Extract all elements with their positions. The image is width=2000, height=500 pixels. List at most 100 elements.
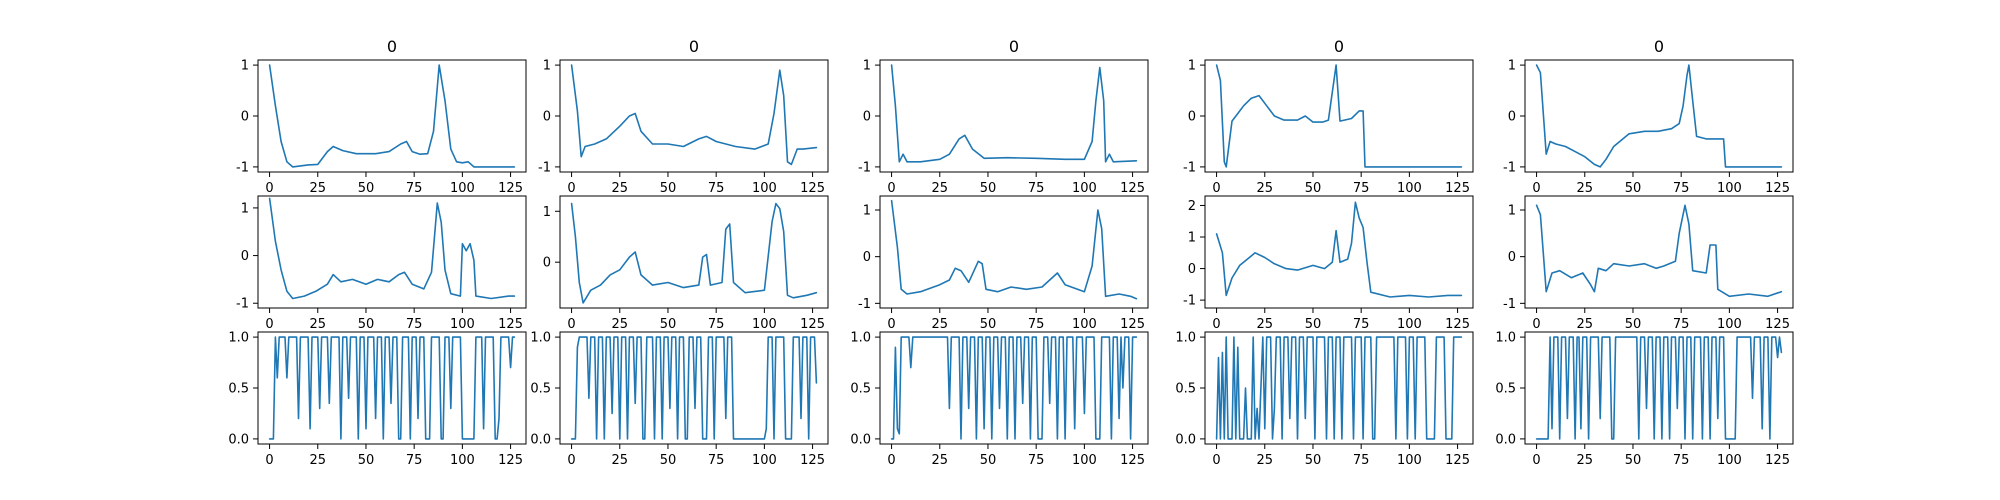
x-tick-label: 100 [1397,317,1422,332]
x-tick-label: 125 [1765,181,1790,196]
y-tick-label: 1 [1508,59,1516,74]
y-tick-label: 1 [1188,59,1196,74]
x-tick-label: 0 [1532,453,1540,468]
axes-frame [1524,195,1794,309]
y-tick-label: 0 [543,110,551,125]
x-tick-label: 50 [1305,181,1322,196]
x-tick-label: 125 [1445,317,1470,332]
x-tick-label: 50 [980,453,997,468]
subplot-r0-c4: 0 25 50 75 100 125 -1 0 1 0 [1503,37,1794,196]
x-tick-label: 0 [1212,317,1220,332]
axes-frame [879,195,1149,309]
y-tick-label: 1 [863,204,871,219]
y-tick-label: 0.5 [228,382,249,397]
x-tick-label: 75 [1353,317,1370,332]
y-tick-label: 0 [1508,250,1516,265]
subplot-r1-c4: 0 25 50 75 100 125 -1 0 1 [1503,195,1794,332]
axes-frame [257,59,527,173]
axes-frame [257,195,527,309]
subplot-r2-c3: 0 25 50 75 100 125 0.0 0.5 1.0 [1175,331,1474,468]
series-line [1535,64,1783,168]
x-tick-label: 50 [980,181,997,196]
x-tick-label: 25 [931,181,948,196]
y-tick-label: 0 [1508,110,1516,125]
y-tick-label: -1 [1183,160,1196,175]
y-tick-label: 0 [543,256,551,271]
subplot-r0-c1: 0 25 50 75 100 125 -1 0 1 0 [538,37,829,196]
x-tick-label: 25 [931,453,948,468]
x-tick-label: 0 [1532,181,1540,196]
y-tick-label: 1.0 [1175,331,1196,346]
y-tick-label: 0.5 [1495,382,1516,397]
y-tick-label: 1 [241,201,249,216]
y-tick-label: 1.0 [850,331,871,346]
subplot-r0-c0: 0 25 50 75 100 125 -1 0 1 0 [236,37,527,196]
x-tick-label: 25 [1256,181,1273,196]
x-tick-label: 125 [1120,317,1145,332]
x-tick-label: 75 [1673,317,1690,332]
x-tick-label: 100 [450,317,475,332]
series-line [570,64,818,166]
y-tick-label: 1 [241,59,249,74]
axes-frame [879,59,1149,173]
series-line [570,336,818,440]
x-tick-label: 125 [1765,317,1790,332]
x-tick-label: 100 [752,317,777,332]
x-tick-label: 25 [1576,181,1593,196]
y-tick-label: -1 [538,160,551,175]
x-tick-label: 0 [1532,317,1540,332]
x-tick-label: 125 [498,317,523,332]
x-tick-label: 50 [358,317,375,332]
x-tick-label: 100 [450,453,475,468]
x-tick-label: 50 [660,453,677,468]
x-tick-label: 125 [800,181,825,196]
x-tick-label: 125 [1445,453,1470,468]
x-tick-label: 125 [1120,453,1145,468]
y-tick-label: 0.0 [850,432,871,447]
y-tick-label: 0 [241,110,249,125]
y-tick-label: 1 [1508,204,1516,219]
axes-frame [1204,195,1474,309]
y-tick-label: 0 [863,110,871,125]
x-tick-label: 125 [800,317,825,332]
y-tick-label: 0.5 [1175,382,1196,397]
x-tick-label: 125 [498,181,523,196]
x-tick-label: 25 [309,181,326,196]
x-tick-label: 25 [1256,453,1273,468]
y-tick-label: -1 [236,160,249,175]
x-tick-label: 25 [611,181,628,196]
x-tick-label: 50 [358,181,375,196]
x-tick-label: 0 [887,317,895,332]
x-tick-label: 75 [406,317,423,332]
y-tick-label: 0.5 [850,382,871,397]
subplot-title: 0 [689,37,699,56]
series-line [890,336,1138,440]
x-tick-label: 125 [800,453,825,468]
y-tick-label: -1 [1503,160,1516,175]
subplot-r2-c0: 0 25 50 75 100 125 0.0 0.5 1.0 [228,331,527,468]
x-tick-label: 0 [887,181,895,196]
x-tick-label: 100 [1397,453,1422,468]
y-tick-label: 1.0 [530,331,551,346]
axes-frame [1524,59,1794,173]
x-tick-label: 0 [567,181,575,196]
subplot-title: 0 [1654,37,1664,56]
x-tick-label: 50 [660,181,677,196]
y-tick-label: 0.5 [530,382,551,397]
subplot-title: 0 [1334,37,1344,56]
x-tick-label: 50 [1305,317,1322,332]
series-line [268,197,516,300]
x-tick-label: 75 [1353,181,1370,196]
x-tick-label: 75 [1673,181,1690,196]
series-line [1535,336,1783,440]
subplot-r1-c1: 0 25 50 75 100 125 0 1 [543,195,829,332]
subplot-r1-c0: 0 25 50 75 100 125 -1 0 1 [236,195,527,332]
x-tick-label: 100 [1717,181,1742,196]
x-tick-label: 75 [1028,181,1045,196]
series-line [1215,201,1463,298]
x-tick-label: 25 [309,317,326,332]
x-tick-label: 0 [567,317,575,332]
x-tick-label: 50 [1625,453,1642,468]
y-tick-label: -1 [1183,294,1196,309]
